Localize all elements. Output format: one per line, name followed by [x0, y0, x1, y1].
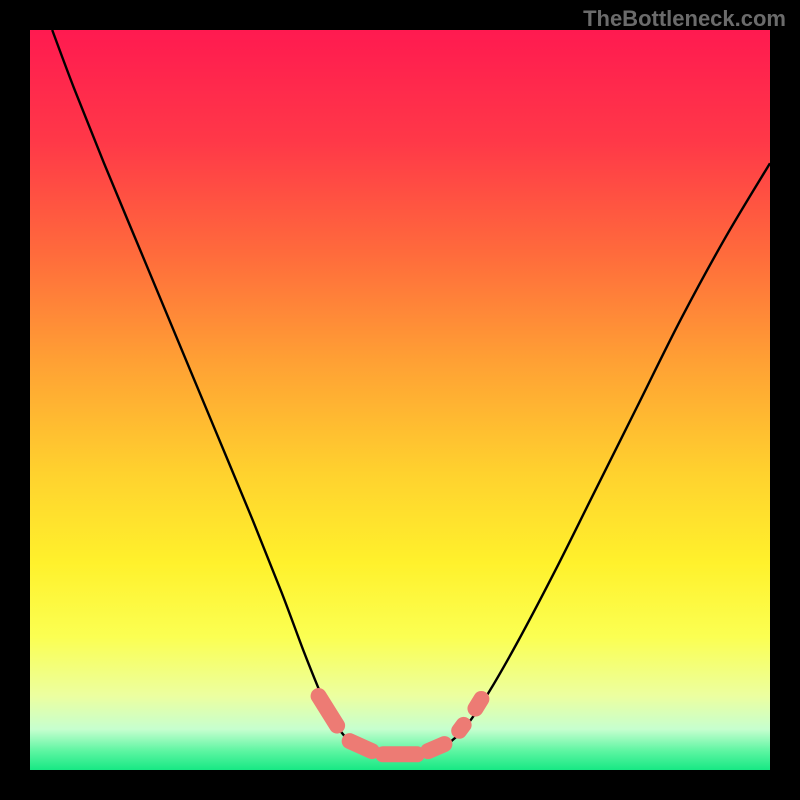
gradient-panel: [30, 30, 770, 770]
chart-svg: [0, 0, 800, 800]
marker-segment: [459, 725, 463, 731]
watermark-text: TheBottleneck.com: [583, 6, 786, 32]
marker-segment: [350, 741, 372, 751]
marker-segment: [428, 744, 444, 751]
marker-segment: [475, 699, 481, 709]
outer-frame: TheBottleneck.com: [0, 0, 800, 800]
